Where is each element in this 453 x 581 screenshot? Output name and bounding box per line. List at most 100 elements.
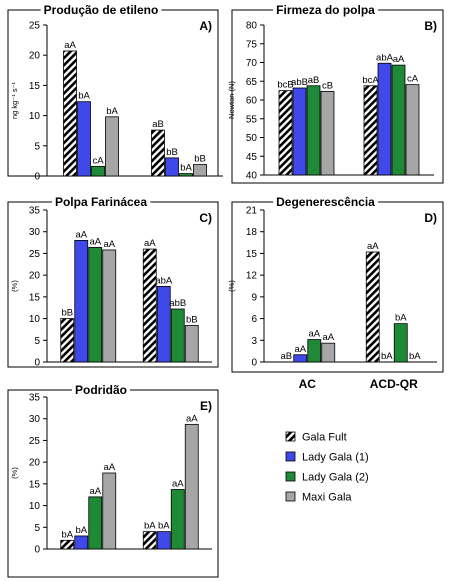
bar-label: bA [381, 351, 393, 362]
bar-label: bB [186, 315, 198, 326]
bar [142, 531, 157, 550]
bar [91, 165, 105, 177]
y-tick-label: 15 [29, 292, 41, 303]
y-axis-label: ng kg⁻¹ s⁻¹ [10, 81, 19, 119]
category-label: ACD-QR [370, 377, 418, 391]
y-tick-label: 70 [246, 58, 258, 69]
y-tick-label: 0 [34, 545, 40, 556]
bar-label: bB [194, 154, 206, 165]
y-tick-label: 18 [246, 227, 258, 238]
y-tick-label: 25 [29, 249, 41, 260]
bar-label: bA [61, 529, 73, 540]
panel-e: PodridãoE)05101520253035(%)bAbAaAaAACbAb… [7, 383, 219, 578]
bar [307, 339, 322, 363]
bar [88, 246, 103, 363]
bar-label: bA [395, 313, 407, 324]
legend-label: Maxi Gala [302, 492, 352, 504]
y-tick-label: 0 [34, 172, 40, 183]
y-axis-label: (%) [10, 280, 19, 292]
panel-c: Polpa FarináceaC)05101520253035(%)bBaAaA… [7, 195, 219, 369]
y-tick-label: 45 [246, 152, 258, 163]
bar-label: bA [78, 91, 90, 102]
bar-label: aB [152, 119, 164, 130]
legend-swatch [285, 431, 296, 442]
bar-label: bA [409, 351, 421, 362]
y-tick-label: 5 [34, 336, 40, 347]
bar [156, 531, 171, 550]
y-tick-label: 30 [29, 414, 41, 425]
bar [179, 173, 193, 177]
y-tick-label: 15 [246, 249, 258, 260]
panel-title: Produção de etileno [44, 3, 159, 17]
bar [184, 325, 199, 363]
panel-b: Firmeza do polpa B) 40 45 50 55 60 65 70 75 80 Newt… [227, 3, 444, 184]
panel-label: A) [199, 19, 212, 33]
y-tick-label: 10 [29, 314, 41, 325]
bar [102, 249, 117, 363]
bar-label: abA [155, 275, 173, 286]
bar-label: aA [322, 332, 334, 343]
bar-label: aA [172, 479, 184, 490]
bar [184, 423, 199, 550]
y-tick-label: 6 [251, 314, 257, 325]
bar-label: cB [322, 80, 333, 91]
bar-label: aA [308, 329, 320, 340]
category-label: AC [299, 377, 317, 391]
y-tick-label: 15 [29, 479, 41, 490]
bar-label: bcB [277, 80, 293, 91]
panel-title: Podridão [75, 383, 127, 397]
bar [193, 164, 207, 177]
y-tick-label: 25 [29, 21, 41, 32]
bar-label: bA [144, 521, 156, 532]
panel-label: D) [424, 211, 437, 225]
bar [60, 539, 75, 550]
y-tick-label: 12 [246, 271, 258, 282]
bar [377, 62, 392, 176]
bar [74, 535, 89, 550]
y-tick-label: 15 [29, 81, 41, 92]
y-tick-label: 10 [29, 111, 41, 122]
bar-label: abA [376, 52, 394, 63]
legend: Gala Fult Lady Gala (1) Lady Gala (2) Maxi … [285, 431, 369, 504]
bar-label: aA [75, 229, 87, 240]
legend-label: Gala Fult [302, 432, 347, 444]
y-tick-label: 20 [29, 271, 41, 282]
y-tick-label: 35 [29, 393, 41, 404]
legend-swatch [285, 491, 296, 502]
y-tick-label: 20 [29, 458, 41, 469]
bar-label: aA [89, 486, 101, 497]
bar-label: bA [158, 521, 170, 532]
y-tick-label: 21 [246, 206, 258, 217]
y-tick-label: 65 [246, 77, 258, 88]
legend-swatch [285, 471, 296, 482]
bar-label: aA [64, 40, 76, 51]
bar [102, 472, 117, 550]
bar [292, 87, 307, 176]
y-axis-label: (%) [227, 280, 236, 292]
bar [77, 101, 91, 177]
bar [88, 496, 103, 550]
bar [391, 64, 406, 176]
bar [170, 489, 185, 550]
legend-label: Lady Gala (2) [302, 472, 369, 484]
bar [60, 318, 75, 363]
bar [405, 84, 420, 176]
bar-label: cA [92, 155, 104, 166]
panel-label: C) [199, 211, 212, 225]
bar-label: abB [291, 77, 308, 88]
y-tick-label: 20 [29, 51, 41, 62]
y-tick-label: 80 [246, 21, 258, 32]
bar-label: bA [106, 106, 118, 117]
y-tick-label: 5 [34, 141, 40, 152]
y-axis-label: Newton (N) [227, 81, 236, 119]
y-tick-label: 75 [246, 39, 258, 50]
panel-a: Produção de etileno A) 0 5 10 15 20 25 ng kg⁻¹ s… [7, 3, 223, 183]
y-tick-label: 5 [34, 523, 40, 534]
legend-swatch [285, 451, 296, 462]
bar-label: bB [166, 147, 178, 158]
bar-label: aB [280, 351, 292, 362]
bar [278, 90, 293, 176]
bar [365, 251, 380, 363]
